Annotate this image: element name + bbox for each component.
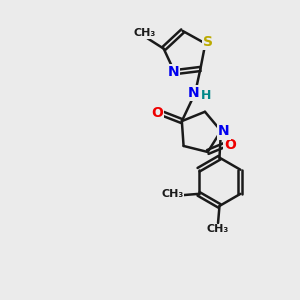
Text: CH₃: CH₃: [134, 28, 156, 38]
Text: N: N: [167, 65, 179, 79]
Text: H: H: [201, 89, 211, 102]
Text: N: N: [218, 124, 230, 138]
Text: O: O: [224, 138, 236, 152]
Text: CH₃: CH₃: [207, 224, 229, 235]
Text: N: N: [188, 86, 200, 100]
Text: CH₃: CH₃: [161, 190, 184, 200]
Text: O: O: [151, 106, 163, 120]
Text: S: S: [203, 35, 213, 49]
